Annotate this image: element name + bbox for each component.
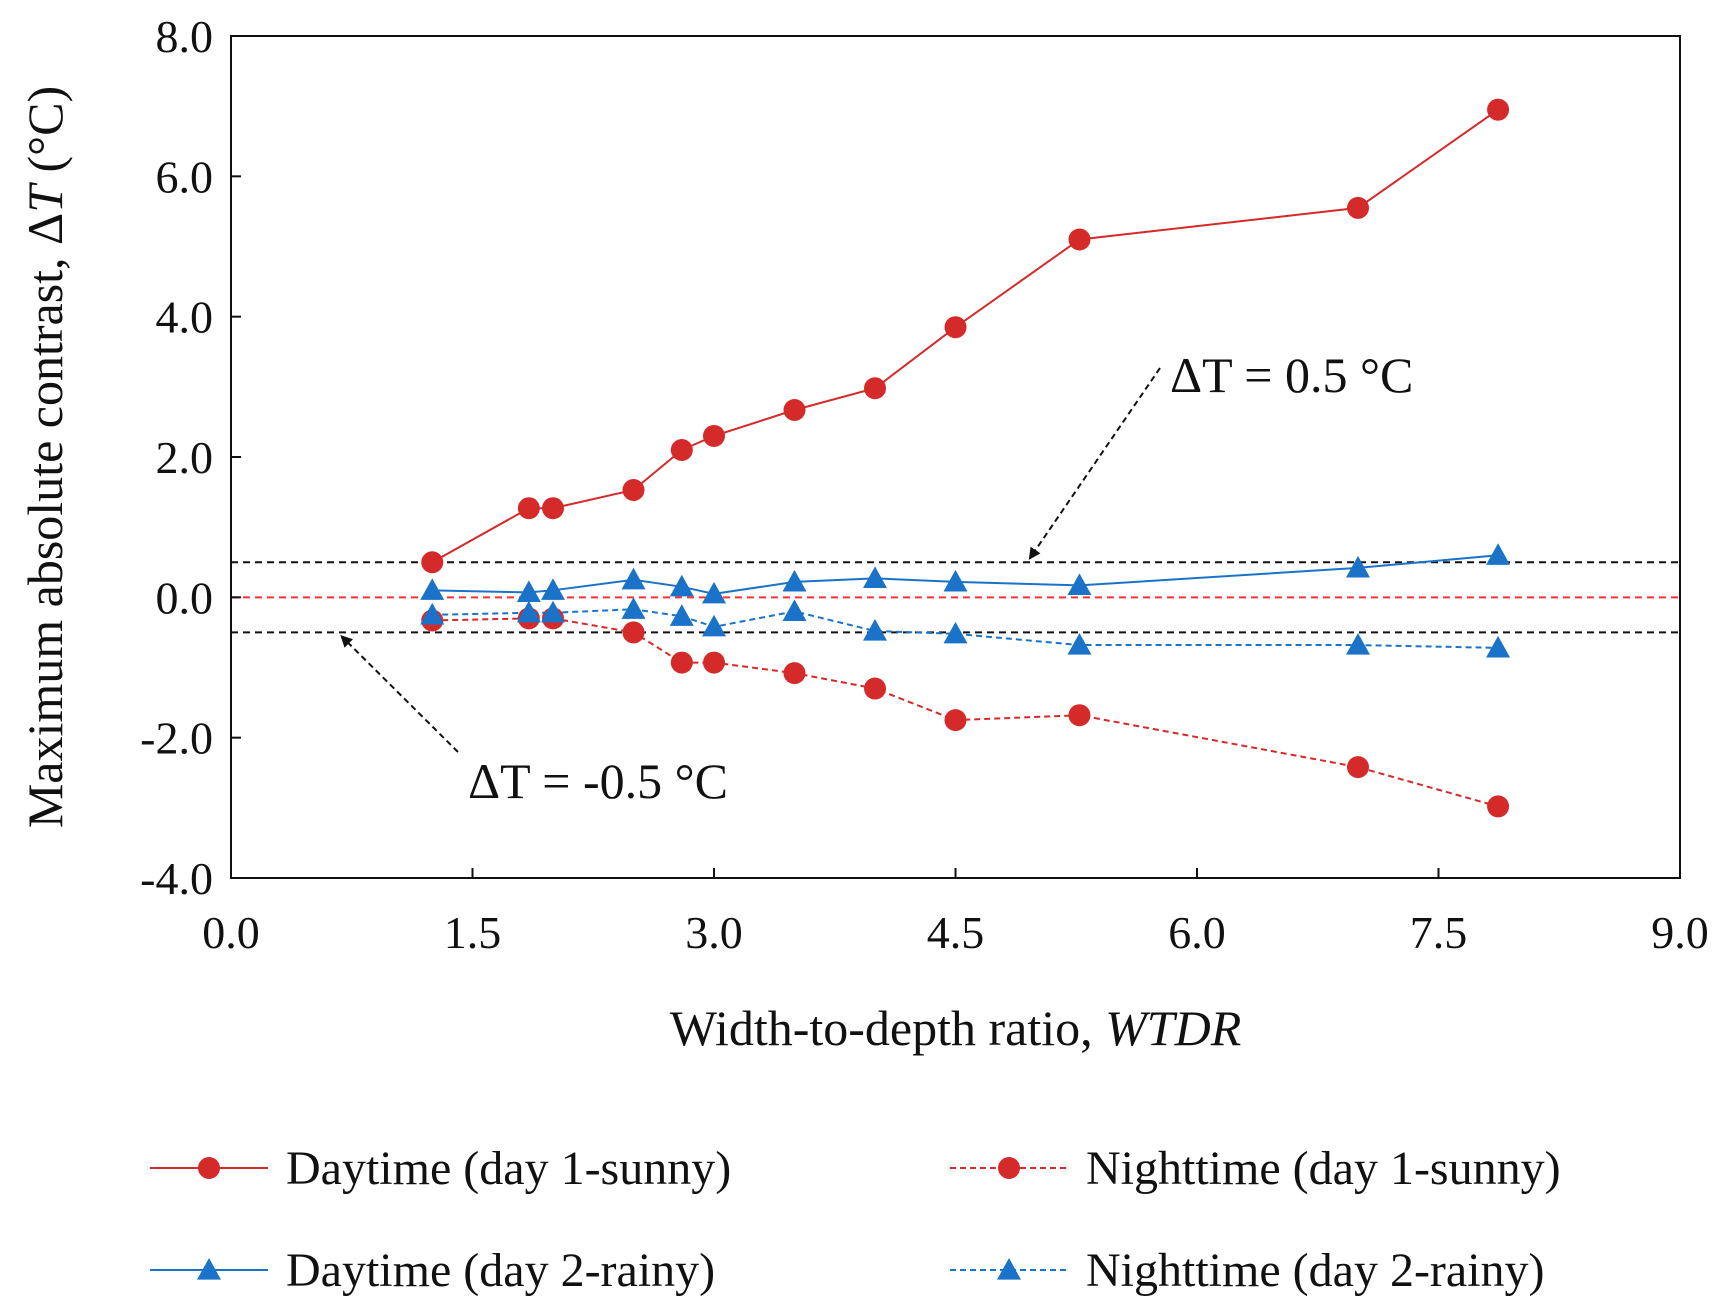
legend-swatch-marker: [998, 1157, 1020, 1179]
y-tick-label: -4.0: [140, 853, 213, 904]
y-tick-label: 0.0: [156, 572, 214, 623]
data-point: [782, 569, 807, 592]
data-point: [517, 497, 540, 520]
x-tick-label: 9.0: [1651, 907, 1709, 958]
data-point: [669, 604, 694, 626]
data-point: [944, 709, 967, 732]
series-line: [432, 617, 1499, 808]
y-tick-label: 4.0: [156, 292, 214, 343]
data-point: [1067, 573, 1092, 596]
data-point: [421, 551, 444, 574]
y-tick-label: 8.0: [156, 11, 214, 62]
legend-swatch-marker: [197, 1258, 221, 1280]
data-point: [864, 377, 886, 400]
data-point: [782, 599, 807, 621]
data-point: [702, 581, 726, 604]
legend: Daytime (day 1-sunny) Nighttime (day 1-su…: [150, 1142, 1561, 1297]
data-point: [783, 398, 806, 421]
data-point: [943, 569, 968, 592]
annotation-lower: ΔT = -0.5 °C: [468, 753, 728, 809]
data-point: [864, 677, 886, 700]
data-point: [516, 580, 541, 603]
data-point: [1067, 633, 1092, 655]
legend-item-1: Nighttime (day 1-sunny): [950, 1142, 1561, 1195]
data-point: [669, 574, 694, 597]
x-tick-label: 3.0: [685, 907, 743, 958]
annotations: ΔT = 0.5 °C ΔT = -0.5 °C: [340, 347, 1413, 809]
data-point: [703, 651, 725, 674]
x-tick-label: 4.5: [927, 907, 985, 958]
data-point: [703, 424, 725, 447]
data-point: [863, 619, 887, 641]
legend-item-3: Nighttime (day 2-rainy): [950, 1244, 1545, 1297]
annotation-upper: ΔT = 0.5 °C: [1170, 347, 1413, 403]
legend-item-2: Daytime (day 2-rainy): [150, 1244, 715, 1297]
data-point: [621, 567, 646, 590]
y-tick-label: 6.0: [156, 151, 214, 202]
x-axis-title: Width-to-depth ratio, WTDR: [670, 1000, 1242, 1056]
data-point: [420, 578, 445, 600]
data-point: [944, 316, 967, 339]
legend-swatch-marker: [198, 1157, 220, 1179]
data-point: [542, 497, 564, 520]
data-point: [541, 600, 565, 623]
data-point: [420, 602, 445, 625]
legend-label: Daytime (day 1-sunny): [286, 1142, 731, 1195]
data-point: [1068, 704, 1091, 727]
data-point: [541, 578, 565, 600]
y-axis-title: Maximum absolute contrast, ΔT (°C): [17, 86, 73, 828]
legend-label: Daytime (day 2-rainy): [286, 1244, 715, 1297]
series-3: [420, 597, 1511, 658]
data-point: [1068, 228, 1091, 251]
x-tick-label: 7.5: [1410, 907, 1468, 958]
data-point: [1487, 98, 1510, 121]
series-0: [421, 98, 1510, 574]
series-layer: [420, 98, 1511, 818]
data-point: [1487, 795, 1510, 818]
y-tick-label: -2.0: [140, 713, 213, 764]
annotation-upper-arrow: [1028, 367, 1161, 560]
axes: 0.0 1.5 3.0 4.5 6.0 7.5 9.0 -4.0 -2.0 0.0 2.0 4.0 6.…: [17, 11, 1709, 1056]
data-point: [1346, 555, 1370, 578]
x-tick-label: 6.0: [1168, 907, 1226, 958]
x-tick-label: 1.5: [444, 907, 502, 958]
legend-label: Nighttime (day 2-rainy): [1086, 1244, 1545, 1297]
data-point: [1347, 196, 1369, 219]
annotation-lower-arrow: [340, 635, 459, 753]
series-2: [420, 543, 1511, 604]
data-point: [621, 597, 646, 619]
data-point: [783, 662, 806, 685]
data-point: [943, 621, 968, 644]
data-point: [1486, 635, 1511, 658]
series-line: [431, 108, 1499, 564]
legend-item-0: Daytime (day 1-sunny): [150, 1142, 731, 1195]
legend-label: Nighttime (day 1-sunny): [1086, 1142, 1561, 1195]
data-point: [670, 651, 693, 674]
data-point: [1486, 543, 1511, 565]
data-point: [622, 621, 645, 644]
data-point: [516, 600, 541, 623]
data-point: [1346, 633, 1370, 655]
series-line: [432, 608, 1499, 649]
data-point: [622, 478, 645, 501]
data-point: [670, 438, 693, 461]
data-point: [702, 614, 726, 637]
plot-frame: [230, 35, 1681, 879]
x-tick-label: 0.0: [202, 907, 260, 958]
legend-swatch-marker: [997, 1258, 1021, 1280]
y-tick-label: 2.0: [156, 432, 214, 483]
data-point: [1347, 756, 1369, 779]
data-point: [863, 566, 887, 588]
